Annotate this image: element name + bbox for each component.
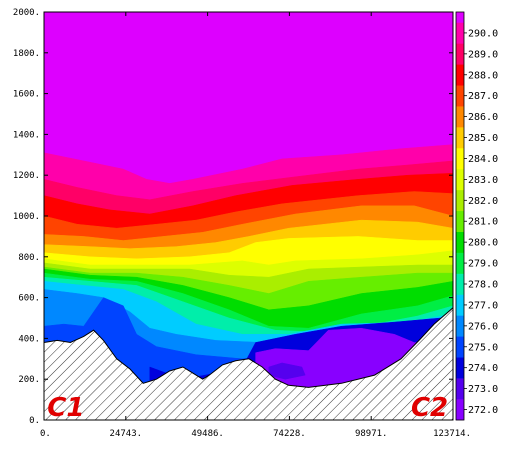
y-tick-label: 200. xyxy=(18,375,40,385)
colorbar-label: 273.0 xyxy=(468,384,498,395)
colorbar-swatch xyxy=(456,231,464,253)
colorbar-swatch xyxy=(456,148,464,170)
colorbar: 272.0 273.0 274.0 275.0 276.0 277.0 278.0 279.0… xyxy=(455,11,498,421)
y-axis: 0. 200. 400. 600. 800. 1000. 1200. 1400. 1600. 18… xyxy=(13,8,453,426)
colorbar-swatch xyxy=(456,12,464,23)
x-tick-label: 0. xyxy=(40,429,51,439)
colorbar-label: 282.0 xyxy=(468,196,498,207)
terrain xyxy=(44,307,453,420)
y-tick-label: 600. xyxy=(18,294,40,304)
colorbar-swatch xyxy=(456,315,464,337)
colorbar-swatch xyxy=(456,64,464,86)
colorbar-label: 275.0 xyxy=(468,342,498,353)
terrain-outline xyxy=(44,307,453,388)
colorbar-label: 272.0 xyxy=(468,405,498,416)
colorbar-swatch xyxy=(456,378,464,400)
y-tick-label: 1200. xyxy=(13,171,40,181)
y-tick-label: 1800. xyxy=(13,49,40,59)
colorbar-swatch xyxy=(456,127,464,149)
colorbar-swatch xyxy=(456,357,464,379)
colorbar-frame xyxy=(455,11,465,421)
colorbar-label: 283.0 xyxy=(468,175,498,186)
colorbar-label: 274.0 xyxy=(468,363,498,374)
colorbar-swatch xyxy=(456,210,464,232)
colorbar-label: 287.0 xyxy=(468,91,498,102)
x-tick-label: 123714. xyxy=(433,429,471,439)
annotation-c1: C1 xyxy=(47,393,84,423)
colorbar-swatch xyxy=(456,106,464,128)
colorbar-label: 290.0 xyxy=(468,28,498,39)
x-tick-label: 74228. xyxy=(273,429,306,439)
y-tick-label: 1000. xyxy=(13,212,40,222)
colorbar-swatch xyxy=(456,168,464,191)
colorbar-label: 276.0 xyxy=(468,321,498,332)
colorbar-label: 289.0 xyxy=(468,49,498,60)
y-tick-label: 1400. xyxy=(13,130,40,140)
y-tick-label: 2000. xyxy=(13,8,40,18)
terrain-layer xyxy=(44,307,453,420)
colorbar-swatch xyxy=(456,43,464,65)
annotation-c2: C2 xyxy=(411,393,448,423)
colorbar-label: 288.0 xyxy=(468,70,498,81)
colorbar-swatch xyxy=(456,294,464,316)
colorbar-label: 285.0 xyxy=(468,133,498,144)
x-tick-label: 24743. xyxy=(110,429,143,439)
colorbar-swatch xyxy=(456,85,464,107)
y-tick-label: 400. xyxy=(18,334,40,344)
y-tick-label: 0. xyxy=(29,416,40,426)
colorbar-swatch xyxy=(456,189,464,212)
y-tick-label: 1600. xyxy=(13,90,40,100)
colorbar-label: 277.0 xyxy=(468,300,498,311)
colorbar-label: 278.0 xyxy=(468,280,498,291)
colorbar-label: 280.0 xyxy=(468,238,498,249)
colorbar-label: 281.0 xyxy=(468,217,498,228)
colorbar-swatch xyxy=(456,252,464,274)
colorbar-swatch xyxy=(456,22,464,44)
corner-annotations: C1 C2 xyxy=(47,393,448,423)
colorbar-label: 286.0 xyxy=(468,112,498,123)
x-tick-label: 49486. xyxy=(191,429,224,439)
colorbar-label: 284.0 xyxy=(468,154,498,165)
colorbar-swatch xyxy=(456,336,464,358)
colorbar-label: 279.0 xyxy=(468,259,498,270)
y-tick-label: 800. xyxy=(18,253,40,263)
x-axis: 0. 24743. 49486. 74228. 98971. 123714. xyxy=(40,12,471,439)
colorbar-swatch xyxy=(456,273,464,295)
colorbar-swatch xyxy=(456,399,464,421)
x-tick-label: 98971. xyxy=(355,429,388,439)
